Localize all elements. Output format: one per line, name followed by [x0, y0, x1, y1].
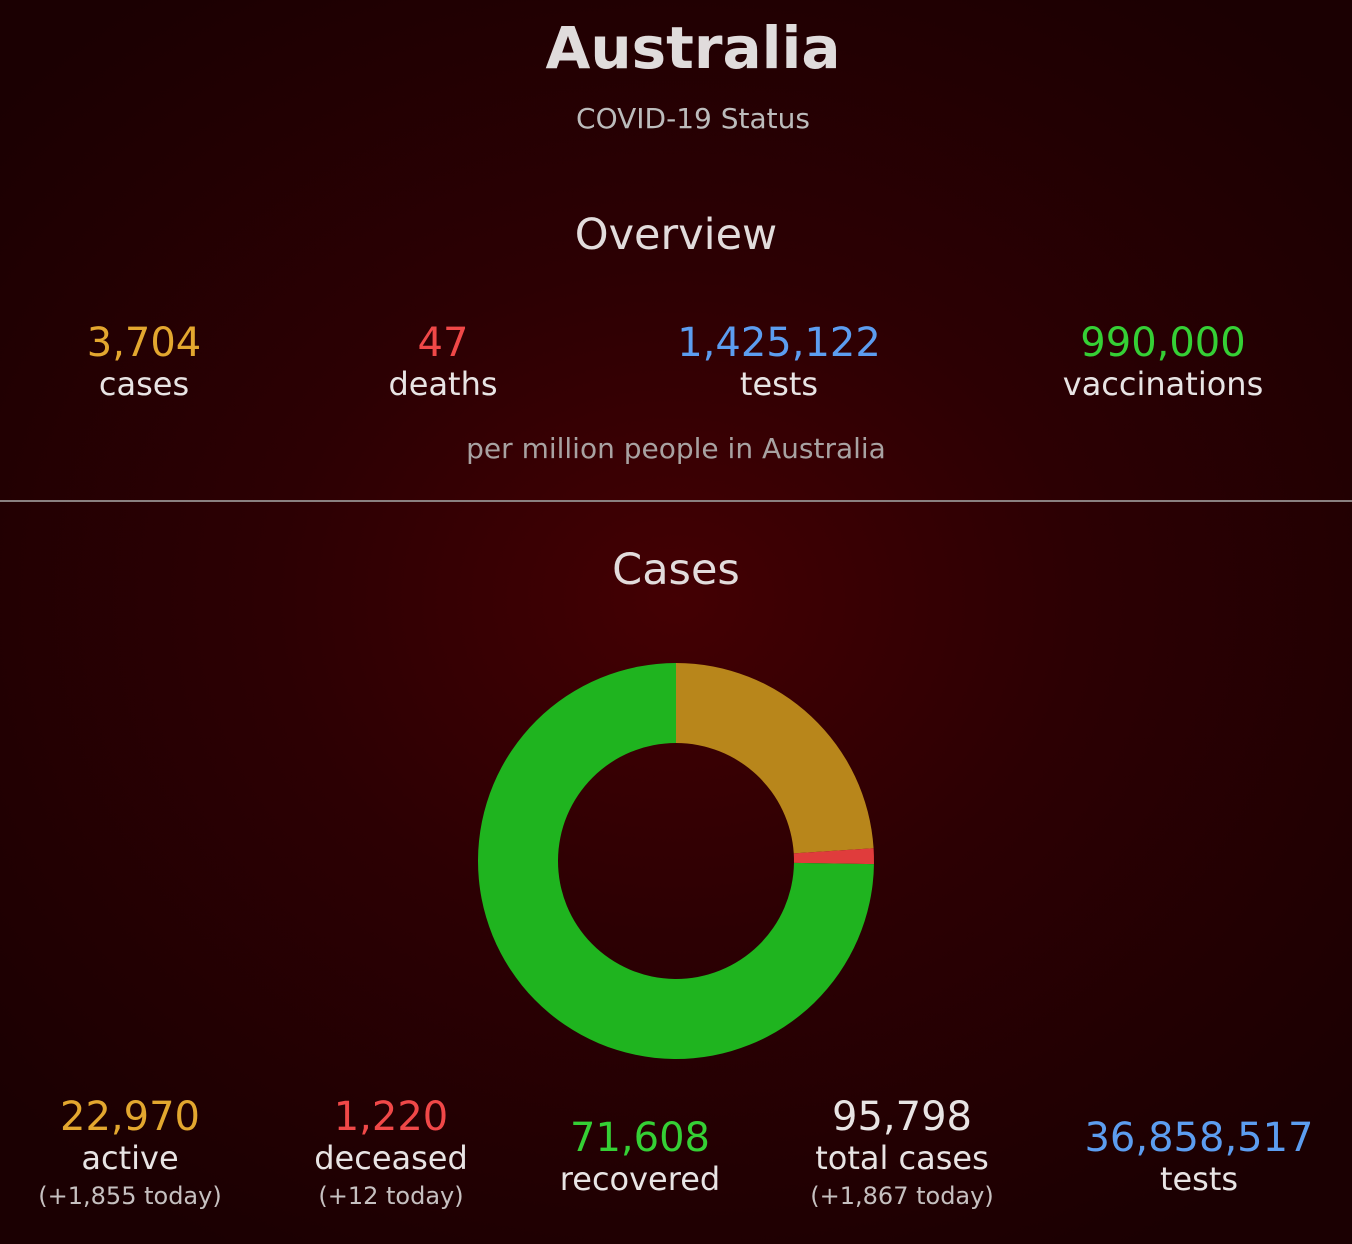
deceased-label: deceased: [314, 1139, 468, 1177]
overview-vaccinations-label: vaccinations: [1062, 365, 1264, 403]
overview-cases-value: 3,704: [86, 320, 202, 366]
total-cases-today: (+1,867 today): [810, 1181, 994, 1210]
case-stat-tests: 36,858,517 tests: [1084, 1115, 1313, 1198]
case-stat-total: 95,798 total cases (+1,867 today): [810, 1094, 993, 1215]
recovered-value: 71,608: [570, 1115, 710, 1161]
tests-label: tests: [1159, 1160, 1239, 1198]
deceased-value: 1,220: [333, 1094, 449, 1140]
case-stat-active: 22,970 active (+1,855 today): [38, 1094, 221, 1215]
active-label: active: [81, 1139, 179, 1177]
active-today: (+1,855 today): [38, 1181, 222, 1210]
per-million-note: per million people in Australia: [466, 432, 886, 465]
active-value: 22,970: [60, 1094, 200, 1140]
overview-vaccinations-value: 990,000: [1080, 320, 1246, 366]
overview-stat-deaths: 47 deaths: [388, 320, 497, 403]
overview-stat-cases: 3,704 cases: [87, 320, 202, 403]
cases-donut-chart: [478, 663, 874, 1059]
overview-cases-label: cases: [98, 365, 190, 403]
donut-slice-deceased[interactable]: [793, 848, 874, 865]
cases-title: Cases: [612, 545, 740, 595]
overview-title: Overview: [574, 210, 778, 260]
total-cases-value: 95,798: [832, 1094, 972, 1140]
donut-slice-recovered[interactable]: [478, 663, 874, 1059]
recovered-label: recovered: [559, 1160, 721, 1198]
country-title: Australia: [545, 14, 841, 82]
case-stat-recovered: 71,608 recovered: [560, 1115, 720, 1198]
case-stat-deceased: 1,220 deceased (+12 today): [314, 1094, 468, 1215]
deceased-today: (+12 today): [318, 1181, 464, 1210]
section-divider: [0, 500, 1352, 502]
tests-value: 36,858,517: [1084, 1115, 1314, 1161]
overview-deaths-label: deaths: [388, 365, 498, 403]
overview-tests-value: 1,425,122: [677, 320, 881, 366]
overview-stat-tests: 1,425,122 tests: [677, 320, 881, 403]
total-cases-label: total cases: [815, 1139, 989, 1177]
donut-slice-active[interactable]: [676, 663, 874, 854]
overview-stat-vaccinations: 990,000 vaccinations: [1063, 320, 1263, 403]
overview-tests-label: tests: [739, 365, 819, 403]
page-subtitle: COVID-19 Status: [576, 102, 810, 135]
overview-deaths-value: 47: [417, 320, 469, 366]
